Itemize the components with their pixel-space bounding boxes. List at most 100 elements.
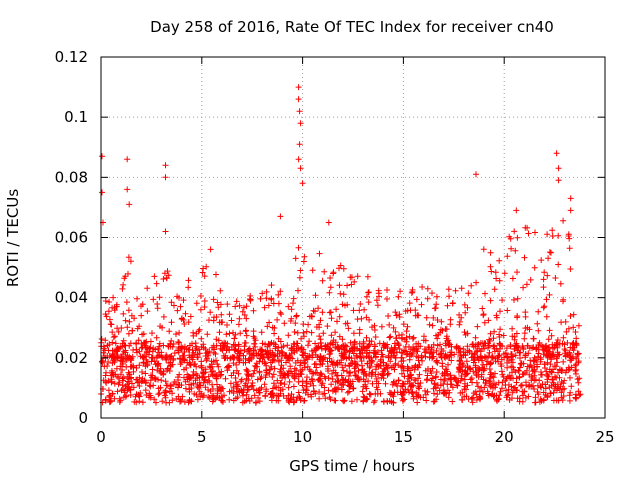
data-point [251, 340, 258, 347]
data-point [133, 340, 140, 347]
data-point [290, 295, 297, 302]
data-point [415, 364, 422, 371]
data-point [416, 371, 423, 378]
data-point [192, 340, 199, 347]
data-point [473, 171, 479, 178]
data-point [257, 375, 264, 382]
data-point [389, 381, 396, 388]
data-point [486, 336, 493, 343]
data-point [537, 383, 544, 390]
data-point [391, 346, 398, 353]
data-point [531, 367, 538, 374]
data-point [407, 372, 414, 379]
data-point [169, 343, 176, 350]
data-point [417, 380, 424, 386]
data-point [392, 309, 399, 316]
data-point [300, 258, 307, 265]
data-point [237, 330, 244, 337]
data-point [525, 230, 532, 237]
data-point [406, 375, 413, 382]
data-point [538, 257, 545, 264]
data-point [485, 317, 492, 324]
data-point [138, 378, 145, 385]
data-point [467, 376, 474, 383]
data-point [160, 342, 167, 349]
data-point [479, 340, 486, 347]
data-point [241, 312, 248, 318]
data-point [349, 359, 356, 366]
data-point [368, 338, 375, 345]
data-point [256, 398, 263, 405]
data-point [171, 302, 177, 309]
data-point [175, 393, 182, 400]
data-point [511, 228, 518, 235]
data-point [142, 370, 149, 377]
data-point [536, 377, 543, 384]
data-point [499, 379, 506, 386]
data-point [360, 369, 367, 376]
data-point [410, 382, 417, 389]
data-point [509, 325, 516, 332]
data-point [259, 358, 266, 365]
data-point [532, 399, 538, 406]
data-point [277, 387, 284, 394]
data-point [228, 372, 235, 379]
data-point [386, 348, 393, 355]
data-point [238, 387, 244, 394]
data-point [193, 345, 200, 352]
data-point [515, 367, 522, 374]
data-point [492, 384, 499, 391]
data-point [354, 376, 361, 383]
data-point [130, 364, 137, 371]
data-point [181, 349, 188, 355]
data-point [423, 397, 430, 404]
data-point [147, 394, 154, 401]
data-point [553, 150, 560, 157]
data-point [284, 371, 291, 377]
x-tick-label: 15 [394, 428, 413, 446]
data-point [464, 370, 470, 377]
data-point [227, 380, 234, 387]
data-point [181, 357, 188, 364]
data-point [316, 333, 323, 340]
data-point [476, 388, 483, 394]
data-point [136, 398, 143, 405]
data-point [403, 338, 410, 345]
data-point [425, 344, 432, 351]
data-point [530, 358, 537, 365]
data-point [339, 376, 346, 383]
data-point [332, 388, 339, 395]
data-point [504, 253, 511, 260]
data-point [205, 393, 212, 400]
data-point [395, 341, 402, 348]
data-point [130, 347, 137, 353]
data-point [336, 282, 343, 289]
data-point [557, 280, 564, 287]
data-point [558, 379, 565, 385]
data-point [373, 297, 380, 304]
data-point [566, 235, 573, 242]
data-point [396, 346, 403, 352]
data-point [107, 398, 114, 405]
data-point [105, 387, 112, 394]
data-point [124, 156, 131, 163]
data-point [496, 277, 503, 284]
data-point [299, 366, 306, 373]
data-point [551, 363, 558, 369]
data-point [572, 368, 579, 374]
data-point [186, 346, 193, 353]
data-point [419, 284, 426, 290]
data-point [124, 352, 131, 359]
data-point [566, 397, 573, 404]
data-point [300, 352, 307, 359]
data-point [568, 383, 575, 390]
data-point [564, 339, 571, 346]
data-point [335, 346, 342, 353]
data-point [288, 397, 295, 404]
data-point [497, 326, 504, 333]
data-point [251, 367, 258, 374]
data-point [340, 351, 347, 358]
data-point [236, 352, 243, 359]
data-point [210, 296, 217, 303]
data-point [430, 314, 437, 321]
